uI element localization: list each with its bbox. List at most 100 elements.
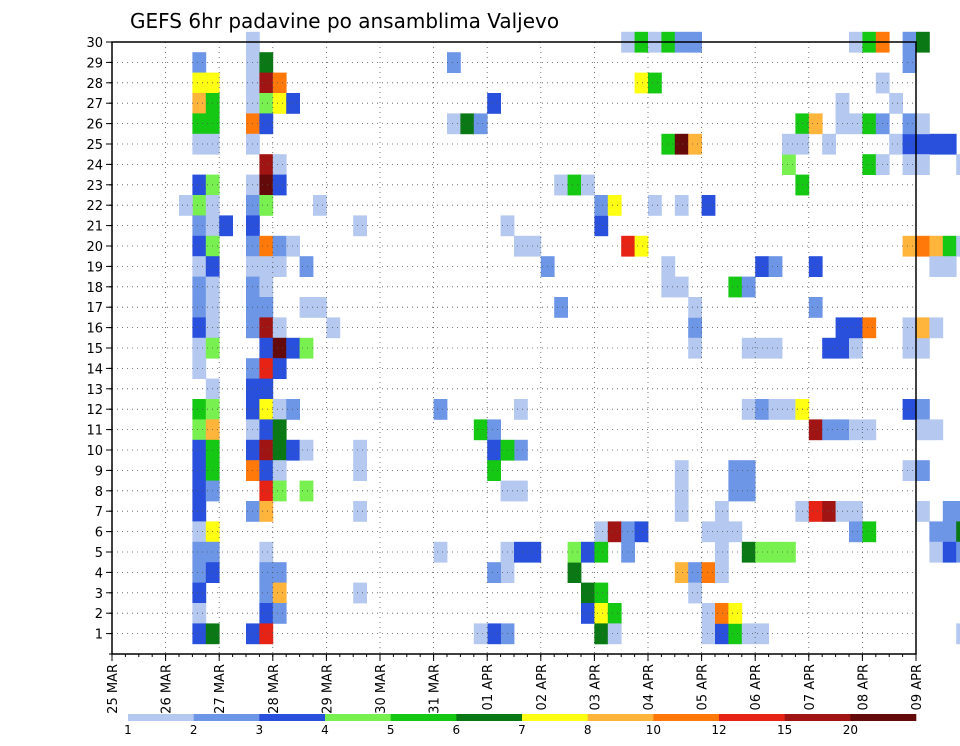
heatmap-cell — [286, 93, 300, 114]
heatmap-cell — [715, 501, 729, 522]
heatmap-cell — [487, 93, 501, 114]
heatmap-cell — [447, 52, 461, 73]
heatmap-cell — [889, 133, 903, 155]
heatmap-cell — [299, 337, 314, 359]
heatmap-cell — [929, 133, 944, 155]
heatmap-cell — [688, 317, 702, 339]
colorbar-label: 5 — [387, 723, 395, 737]
x-tick-label: 25 MAR — [106, 664, 121, 714]
heatmap-cell — [433, 399, 448, 420]
heatmap-cell — [741, 541, 756, 563]
heatmap-cell — [487, 562, 501, 583]
colorbar-swatch — [259, 714, 326, 721]
heatmap-cell — [272, 235, 287, 257]
heatmap-cell — [768, 399, 783, 420]
heatmap-cell — [822, 133, 836, 155]
heatmap-cell — [272, 154, 287, 175]
colorbar-label: 10 — [646, 723, 661, 737]
heatmap-cell — [259, 154, 274, 175]
heatmap-cell — [353, 215, 367, 237]
heatmap-cell — [782, 154, 796, 175]
heatmap-cell — [272, 603, 287, 624]
heatmap-cell — [728, 480, 743, 502]
heatmap-cell — [902, 235, 917, 257]
heatmap-cell — [272, 93, 287, 114]
heatmap-cell — [942, 501, 957, 522]
y-tick-label: 29 — [86, 56, 103, 71]
heatmap-cell — [661, 133, 676, 155]
x-tick-label: 02 APR — [535, 664, 550, 710]
colorbar-label: 2 — [190, 723, 198, 737]
heatmap-cell — [353, 501, 367, 522]
heatmap-cell — [272, 480, 287, 502]
heatmap-cell — [822, 419, 836, 441]
heatmap-cell — [902, 113, 917, 135]
heatmap-cell — [862, 419, 877, 441]
heatmap-cell — [916, 317, 930, 339]
heatmap-cell — [554, 174, 568, 196]
heatmap-cell — [701, 562, 716, 583]
y-tick-label: 9 — [95, 464, 103, 479]
heatmap-cell — [192, 195, 207, 216]
heatmap-cell — [594, 582, 609, 604]
x-tick-label: 27 MAR — [213, 664, 228, 714]
heatmap-cell — [259, 603, 274, 624]
heatmap-cell — [808, 501, 823, 522]
heatmap-cell — [192, 460, 207, 481]
heatmap-cell — [299, 297, 314, 318]
chart-title: GEFS 6hr padavine po ansamblima Valjevo — [130, 9, 559, 33]
heatmap-cell — [607, 623, 622, 645]
heatmap-cell — [674, 562, 689, 583]
heatmap-cell — [514, 480, 528, 502]
heatmap-cell — [259, 93, 274, 114]
heatmap-cell — [808, 113, 823, 135]
heatmap-cell — [259, 582, 274, 604]
heatmap-cell — [192, 276, 207, 298]
heatmap-cell — [447, 113, 461, 135]
heatmap-cell — [259, 337, 274, 359]
x-tick-label: 01 APR — [481, 664, 496, 710]
heatmap-cell — [916, 133, 930, 155]
colorbar-swatch — [653, 714, 720, 721]
heatmap-cell — [768, 256, 783, 277]
heatmap-cell — [326, 317, 341, 339]
heatmap-cell — [621, 541, 635, 563]
heatmap-cell — [259, 195, 274, 216]
heatmap-cell — [353, 439, 367, 461]
heatmap-cell — [487, 419, 501, 441]
heatmap-cell — [688, 133, 702, 155]
heatmap-cell — [916, 31, 930, 53]
heatmap-cell — [192, 358, 207, 379]
heatmap-cell — [661, 256, 676, 277]
heatmap-cell — [313, 195, 327, 216]
colorbar-label: 8 — [584, 723, 592, 737]
heatmap-cell — [849, 501, 863, 522]
y-tick-label: 27 — [86, 97, 103, 112]
heatmap-cell — [849, 113, 863, 135]
heatmap-cell — [701, 195, 716, 216]
y-tick-label: 20 — [86, 240, 103, 255]
x-tick-label: 07 APR — [803, 664, 818, 710]
heatmap-cell — [259, 399, 274, 420]
x-tick-label: 05 APR — [696, 664, 711, 710]
heatmap-cell — [433, 541, 448, 563]
heatmap-cell — [916, 501, 930, 522]
heatmap-cell — [192, 133, 207, 155]
heatmap-cell — [956, 521, 960, 543]
heatmap-cell — [808, 256, 823, 277]
heatmap-cell — [192, 256, 207, 277]
x-tick-label: 31 MAR — [428, 664, 443, 714]
heatmap-cell — [192, 439, 207, 461]
colorbar: 1 2 3 4 5 6 7 8 10 12 15 20 — [124, 714, 917, 737]
y-tick-label: 14 — [86, 362, 103, 377]
heatmap-cell — [674, 195, 689, 216]
heatmap-cell — [728, 460, 743, 481]
heatmap-cell — [192, 113, 207, 135]
heatmap-cell — [259, 480, 274, 502]
heatmap-cell — [849, 337, 863, 359]
heatmap-cell — [674, 133, 689, 155]
heatmap-cell — [782, 399, 796, 420]
y-tick-label: 12 — [86, 403, 103, 418]
heatmap-cell — [889, 93, 903, 114]
heatmap-cell — [259, 460, 274, 481]
